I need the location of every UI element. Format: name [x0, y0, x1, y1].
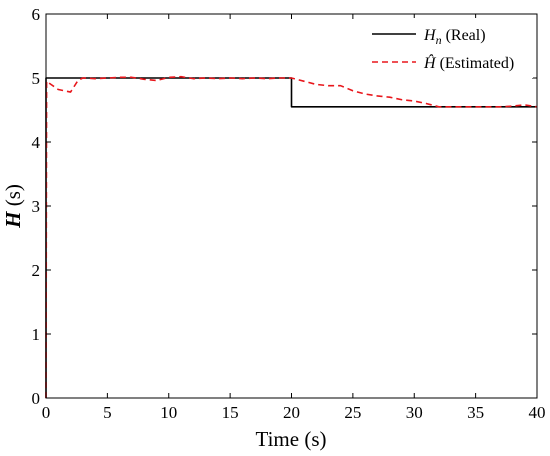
legend-label-estimated: Ĥ (Estimated) — [423, 53, 514, 72]
x-tick-label: 30 — [406, 403, 423, 422]
x-tick-label: 40 — [529, 403, 546, 422]
x-tick-label: 10 — [160, 403, 177, 422]
x-tick-label: 5 — [103, 403, 112, 422]
y-tick-label: 1 — [32, 325, 41, 344]
x-tick-label: 15 — [222, 403, 239, 422]
y-axis-title: H (s) — [1, 184, 25, 229]
legend-label-real-main: H — [423, 27, 437, 44]
legend-label-real-sub: n — [436, 33, 442, 47]
x-tick-label: 25 — [344, 403, 361, 422]
x-tick-label: 0 — [42, 403, 51, 422]
series-line-estimated — [45, 75, 538, 399]
legend-label-estimated-main: Ĥ — [423, 53, 437, 72]
y-tick-label: 5 — [32, 69, 41, 88]
x-tick-label: 35 — [467, 403, 484, 422]
legend-label-real: Hn (Real) — [423, 27, 486, 47]
plot-area — [45, 75, 538, 399]
y-tick-label: 6 — [32, 5, 41, 24]
legend-box — [362, 18, 533, 78]
legend-label-estimated-suffix: (Estimated) — [436, 55, 515, 72]
x-tick-label: 20 — [283, 403, 300, 422]
legend-label-real-suffix: (Real) — [442, 27, 486, 44]
y-tick-label: 3 — [32, 197, 41, 216]
y-tick-label: 0 — [32, 389, 41, 408]
y-tick-label: 2 — [32, 261, 41, 280]
legend: Hn (Real) Ĥ (Estimated) — [362, 18, 533, 78]
axes: 0 5 10 15 20 25 30 35 40 0 1 2 3 4 5 6 — [32, 5, 546, 422]
x-axis-title: Time (s) — [256, 427, 327, 451]
series-line-real — [45, 77, 537, 398]
y-tick-label: 4 — [32, 133, 41, 152]
